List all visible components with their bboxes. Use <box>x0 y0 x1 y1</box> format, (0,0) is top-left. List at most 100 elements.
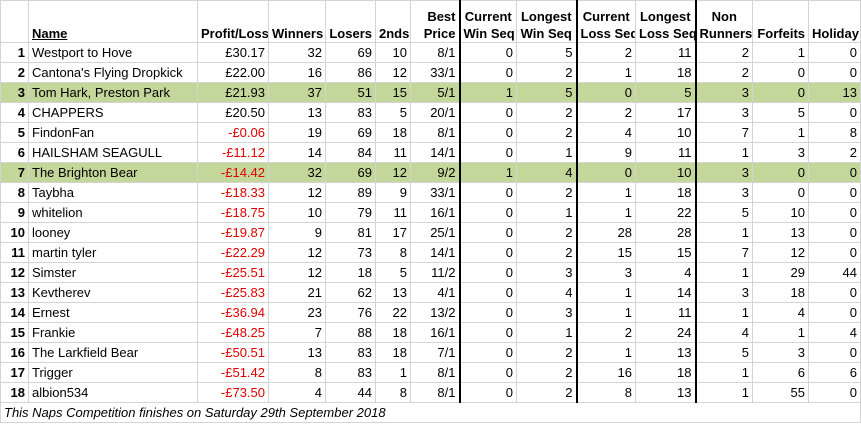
cell: 2 <box>576 322 636 343</box>
table-row: 15 Frankie -£48.25 7 88 18 16/1 0 1 2 24 4 1 4 <box>0 322 861 343</box>
cell: -£48.25 <box>197 322 269 343</box>
cell: 16/1 <box>410 202 461 223</box>
cell: 44 <box>808 262 861 283</box>
cell: 4 <box>635 262 697 283</box>
cell: 0 <box>459 222 517 243</box>
cell: 15 <box>576 242 636 263</box>
column-header: Best Price <box>410 0 461 43</box>
rank: 6 <box>0 142 29 163</box>
cell: 22 <box>635 202 697 223</box>
header-text: Current <box>582 9 630 24</box>
cell: 2 <box>516 222 578 243</box>
header-text: Longest <box>639 9 691 24</box>
cell: 1 <box>752 42 809 63</box>
cell: 0 <box>808 182 861 203</box>
table-body: 1 Westport to Hove £30.17 32 69 10 8/1 0 5 2 11 2 1 0… <box>0 42 861 423</box>
cell: 12 <box>752 242 809 263</box>
cell: 0 <box>459 342 517 363</box>
cell: 0 <box>459 242 517 263</box>
cell: 14 <box>268 142 326 163</box>
cell: 13 <box>808 82 861 103</box>
cell: 2 <box>808 142 861 163</box>
cell: 4 <box>695 322 753 343</box>
rank: 13 <box>0 282 29 303</box>
player-name: The Larkfield Bear <box>28 342 198 363</box>
rank: 10 <box>0 222 29 243</box>
cell: 5 <box>635 82 697 103</box>
rank: 8 <box>0 182 29 203</box>
cell: 7 <box>268 322 326 343</box>
cell: 0 <box>808 342 861 363</box>
cell: 0 <box>576 82 636 103</box>
cell: 0 <box>459 182 517 203</box>
cell: 2 <box>516 382 578 403</box>
table-row: 9 whitelion -£18.75 10 79 11 16/1 0 1 1 22 5 10 0 <box>0 202 861 223</box>
cell: 13 <box>268 342 326 363</box>
cell: 0 <box>459 362 517 383</box>
cell: -£50.51 <box>197 342 269 363</box>
cell: -£18.75 <box>197 202 269 223</box>
cell: 3 <box>695 82 753 103</box>
cell: 4 <box>516 162 578 183</box>
cell: 14/1 <box>410 242 461 263</box>
cell: 8 <box>268 362 326 383</box>
column-header: Profit/Loss <box>197 0 269 43</box>
cell: 12 <box>268 182 326 203</box>
header-text: Best <box>427 9 456 24</box>
cell: 79 <box>325 202 376 223</box>
player-name: Cantona's Flying Dropkick <box>28 62 198 83</box>
cell: 13 <box>375 282 411 303</box>
cell: 29 <box>752 262 809 283</box>
table-row: 13 Kevtherev -£25.83 21 62 13 4/1 0 4 1 14 3 18 0 <box>0 282 861 303</box>
column-header: Forfeits <box>752 0 809 43</box>
rank: 14 <box>0 302 29 323</box>
cell: 1 <box>459 82 517 103</box>
cell: 10 <box>635 122 697 143</box>
cell: 7 <box>695 122 753 143</box>
cell: 1 <box>695 302 753 323</box>
cell: 37 <box>268 82 326 103</box>
cell: 8/1 <box>410 382 461 403</box>
rank: 16 <box>0 342 29 363</box>
cell: 4 <box>268 382 326 403</box>
cell: 1 <box>459 162 517 183</box>
cell: 2 <box>576 42 636 63</box>
cell: 18 <box>752 282 809 303</box>
cell: 10 <box>752 202 809 223</box>
cell: 73 <box>325 242 376 263</box>
cell: 5 <box>516 42 578 63</box>
cell: 88 <box>325 322 376 343</box>
player-name: albion534 <box>28 382 198 403</box>
cell: 3 <box>576 262 636 283</box>
cell: 28 <box>576 222 636 243</box>
table-row: 3 Tom Hark, Preston Park £21.93 37 51 15 5/1 1 5… <box>0 82 861 103</box>
cell: 2 <box>695 42 753 63</box>
cell: 15 <box>635 242 697 263</box>
header-text: Win Seq <box>463 26 515 41</box>
cell: 7/1 <box>410 342 461 363</box>
cell: 3 <box>516 262 578 283</box>
cell: £20.50 <box>197 102 269 123</box>
column-header: Current Win Seq <box>459 0 517 43</box>
cell: 15 <box>375 82 411 103</box>
cell: 69 <box>325 122 376 143</box>
cell: 3 <box>516 302 578 323</box>
cell: 5/1 <box>410 82 461 103</box>
cell: 1 <box>695 142 753 163</box>
cell: 11 <box>375 202 411 223</box>
cell: 8/1 <box>410 362 461 383</box>
table-row: 16 The Larkfield Bear -£50.51 13 83 18 7/1 0 2 1 1… <box>0 342 861 363</box>
table-row: 8 Taybha -£18.33 12 89 9 33/1 0 2 1 18 3 0 0 <box>0 182 861 203</box>
cell: 12 <box>375 162 411 183</box>
table-row: 5 FindonFan -£0.06 19 69 18 8/1 0 2 4 10 7 1 8 <box>0 122 861 143</box>
cell: 2 <box>516 342 578 363</box>
header-text: Holiday <box>812 26 859 41</box>
cell: 6 <box>808 362 861 383</box>
cell: 0 <box>459 142 517 163</box>
cell: 83 <box>325 342 376 363</box>
cell: 4 <box>516 282 578 303</box>
cell: -£36.94 <box>197 302 269 323</box>
cell: 0 <box>808 242 861 263</box>
